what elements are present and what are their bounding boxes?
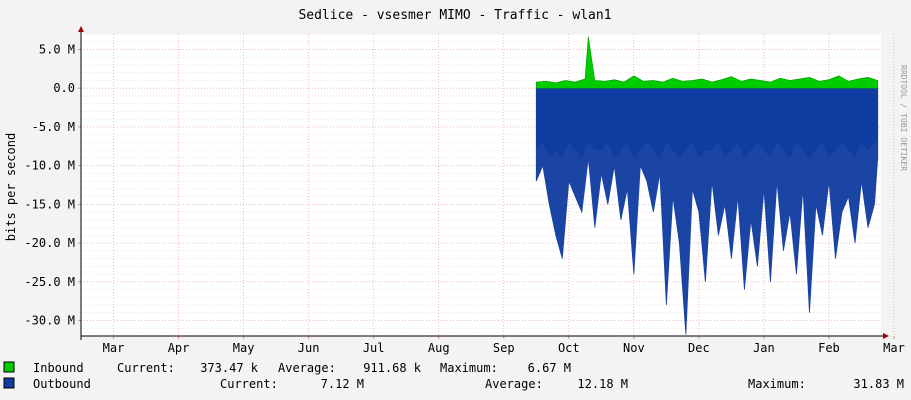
legend-inbound: Inbound Current: 373.47 k Average: 911.6… [3,361,571,375]
outbound-average-label: Average: [485,377,543,391]
x-tick-labels: Mar Apr May Jun Jul Aug Sep Oct Nov Dec Jan Feb Mar [103,341,905,355]
inbound-label: Inbound [33,361,84,375]
outbound-label: Outbound [33,377,91,391]
outbound-maximum-label: Maximum: [748,377,806,391]
rrdtool-watermark: RRDTOOL / TOBI OETIKER [899,65,908,171]
legend-outbound: Outbound Current: 7.12 M Average: 12.18 … [3,377,904,391]
x-axis-arrow [883,333,889,339]
inbound-maximum-value: 6.67 M [528,361,571,375]
inbound-area [535,36,879,89]
inbound-average-label: Average: [278,361,336,375]
x-tick-label: Feb [818,341,840,355]
x-tick-label: Dec [688,341,710,355]
x-tick-label: Jan [753,341,775,355]
inbound-average-value: 911.68 k [363,361,422,375]
y-tick-label: -10.0 M [24,159,75,173]
y-axis-arrow [78,26,84,32]
y-tick-label: -30.0 M [24,314,75,328]
inbound-current-value: 373.47 k [200,361,259,375]
x-tick-label: Nov [623,341,645,355]
x-tick-label: Aug [428,341,450,355]
inbound-current-label: Current: [117,361,175,375]
x-tick-label: Sep [493,341,515,355]
chart-title: Sedlice - vsesmer MIMO - Traffic - wlan1 [298,8,611,23]
x-tick-label: Oct [558,341,580,355]
outbound-average-value: 12.18 M [577,377,628,391]
legend: Inbound Current: 373.47 k Average: 911.6… [3,361,904,391]
y-tick-label: -25.0 M [24,275,75,289]
y-tick-label: -15.0 M [24,197,75,211]
x-tick-label: Mar [883,341,905,355]
y-tick-label: 0.0 [53,81,75,95]
x-tick-label: Apr [168,341,190,355]
x-tick-label: Mar [103,341,125,355]
axes [78,26,895,340]
outbound-current-value: 7.12 M [321,377,364,391]
x-tick-label: Jul [363,341,385,355]
series-layer [535,36,879,335]
y-tick-labels: 5.0 M 0.0 -5.0 M -10.0 M -15.0 M -20.0 M -25.0… [24,42,75,327]
inbound-maximum-label: Maximum: [440,361,498,375]
y-tick-label: -5.0 M [32,120,75,134]
outbound-area-core [536,88,878,158]
y-tick-label: 5.0 M [39,42,75,56]
inbound-swatch [3,361,15,373]
y-axis-label: bits per second [4,133,18,241]
outbound-swatch [3,377,15,389]
outbound-maximum-value: 31.83 M [853,377,904,391]
outbound-current-label: Current: [220,377,278,391]
y-tick-label: -20.0 M [24,236,75,250]
x-tick-label: May [233,341,255,355]
x-tick-label: Jun [298,341,320,355]
